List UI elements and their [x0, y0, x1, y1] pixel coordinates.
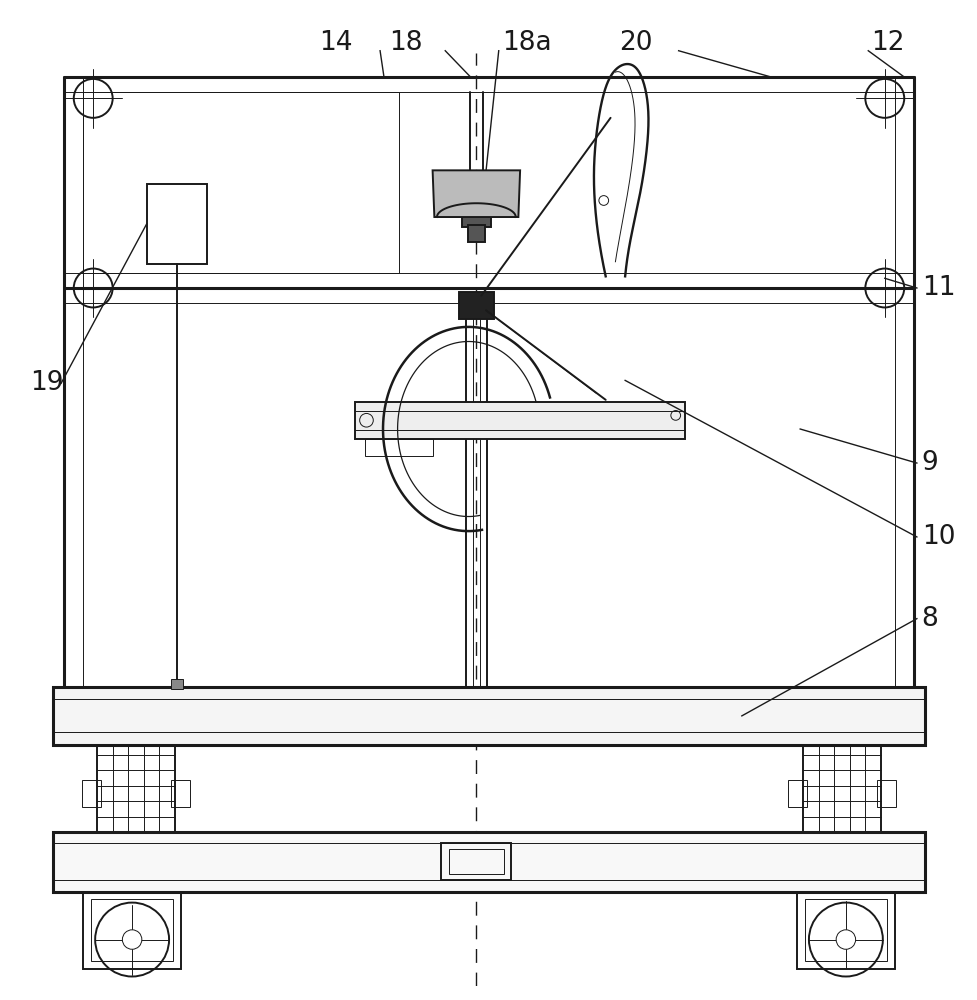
Bar [171, 679, 183, 689]
Bar [461, 217, 490, 227]
Bar [147, 184, 207, 264]
Bar [364, 439, 432, 456]
Bar [786, 780, 806, 807]
Bar [83, 891, 181, 969]
Text: 18: 18 [389, 30, 422, 56]
Bar [81, 780, 101, 807]
Text: 9: 9 [920, 450, 938, 476]
Bar [54, 687, 923, 745]
Bar [804, 899, 886, 961]
Bar [467, 225, 485, 242]
Polygon shape [432, 170, 520, 217]
Text: 12: 12 [871, 30, 904, 56]
Text: 18a: 18a [501, 30, 551, 56]
Bar [91, 899, 173, 961]
Bar [54, 832, 923, 892]
Bar [355, 402, 685, 439]
Text: 10: 10 [920, 524, 955, 550]
Bar [171, 780, 191, 807]
Bar [441, 843, 511, 880]
Circle shape [835, 930, 855, 949]
Bar [97, 745, 175, 832]
Bar [448, 849, 503, 874]
Circle shape [122, 930, 142, 949]
Text: 14: 14 [319, 30, 353, 56]
Bar [796, 891, 894, 969]
Bar [802, 745, 880, 832]
Text: 11: 11 [920, 275, 955, 301]
Bar [458, 292, 493, 319]
Text: 8: 8 [920, 606, 938, 632]
Bar [876, 780, 896, 807]
Bar [83, 92, 399, 273]
Text: 19: 19 [30, 370, 64, 396]
Text: 20: 20 [618, 30, 652, 56]
